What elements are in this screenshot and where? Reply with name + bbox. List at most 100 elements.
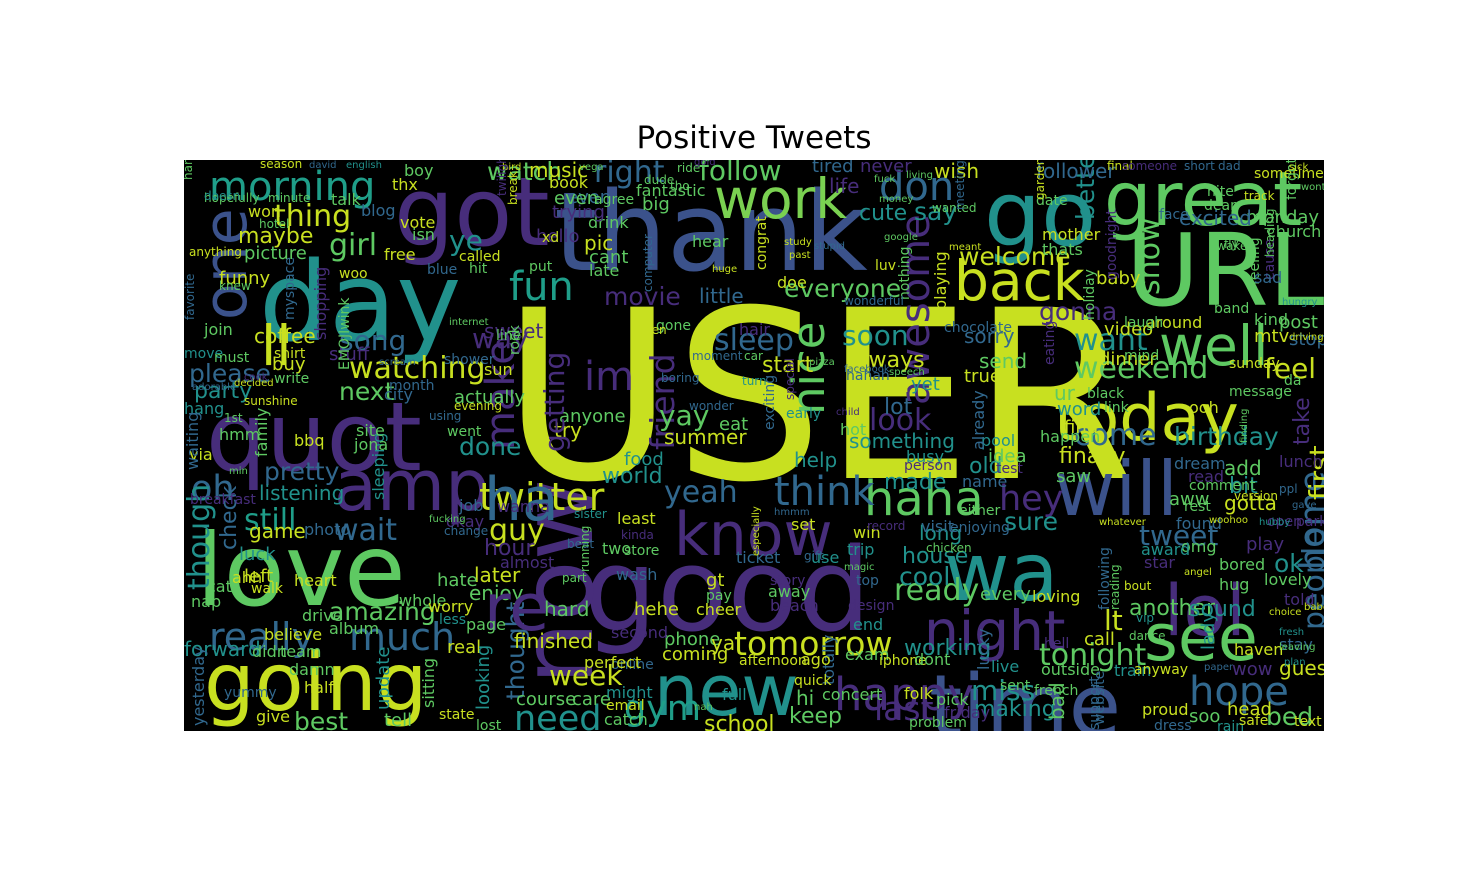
cloud-word-word: word: [1057, 399, 1101, 420]
cloud-word-aww: aww: [1169, 489, 1209, 510]
cloud-word-getting: getting: [538, 352, 571, 452]
cloud-word-tonight: tonight: [1039, 638, 1147, 673]
cloud-word-awake: awake: [1209, 239, 1247, 253]
cloud-word-break: break: [506, 171, 520, 205]
cloud-word-coming: coming: [662, 644, 728, 665]
cloud-word-minute: minute: [268, 191, 310, 205]
cloud-word-lol: lol: [1164, 570, 1246, 652]
cloud-word-whatever: whatever: [1099, 517, 1147, 528]
cloud-word-new: new: [654, 650, 799, 731]
cloud-word-vega: vega: [579, 162, 604, 173]
cloud-word-david: david: [309, 160, 337, 171]
cloud-word-yay: yay: [659, 399, 709, 432]
cloud-word-sure: sure: [1004, 507, 1058, 536]
cloud-word-sometime: sometime: [1254, 166, 1324, 182]
cloud-word-mind: mind: [1124, 348, 1159, 364]
cloud-word-working: working: [904, 636, 991, 661]
cloud-word-less: less: [439, 612, 466, 628]
cloud-word-music: music: [529, 160, 588, 182]
cloud-word-black: black: [1087, 386, 1125, 402]
cloud-word-one: one: [191, 208, 261, 320]
cloud-word-link: link: [1104, 400, 1130, 416]
cloud-word-website: website: [1092, 671, 1108, 725]
cloud-word-still: still: [244, 503, 296, 538]
cloud-word-talk: talk: [331, 190, 362, 209]
cloud-word-wanna: wanna: [497, 497, 550, 516]
cloud-word-busy: busy: [906, 447, 944, 466]
cloud-word-walk: walk: [251, 581, 284, 597]
cloud-word-guy: guy: [489, 513, 545, 548]
cloud-word-trying: trying: [552, 202, 605, 223]
cloud-word-think: think: [774, 469, 876, 515]
cloud-word-long: long: [919, 521, 962, 545]
cloud-word-making: making: [974, 697, 1056, 722]
cloud-word-ready: ready: [894, 573, 979, 608]
cloud-word-perfect: perfect: [584, 653, 641, 672]
cloud-word-beat: beat: [567, 537, 594, 551]
cloud-word-doe: doe: [777, 273, 807, 292]
cloud-word-sun: sun: [484, 360, 513, 379]
cloud-word-awesome: awesome: [893, 214, 939, 405]
cloud-word-track: track: [1244, 189, 1275, 203]
cloud-word-re: re: [484, 571, 549, 646]
cloud-word-amazing: amazing: [329, 597, 436, 626]
cloud-word-dad: dad: [1218, 160, 1241, 173]
cloud-word-congrat: congrat: [754, 216, 770, 270]
cloud-word-win: win: [853, 523, 881, 542]
cloud-word-yet: yet: [911, 374, 940, 395]
cloud-word-dream: dream: [1174, 454, 1226, 473]
cloud-word-text: text: [1294, 714, 1322, 730]
cloud-word-book: book: [549, 173, 589, 192]
cloud-word-date: date: [1036, 193, 1068, 209]
cloud-word-boy: boy: [404, 161, 433, 180]
cloud-word-ok: ok: [1274, 549, 1304, 578]
cloud-word-add: add: [1224, 456, 1262, 480]
cloud-word-fun: fun: [509, 264, 574, 310]
cloud-word-kind: kind: [1254, 310, 1288, 329]
cloud-word-little: little: [699, 284, 744, 308]
cloud-word-start: start: [762, 353, 814, 378]
cloud-word-welcome: welcome: [959, 242, 1071, 271]
cloud-word-never: never: [860, 160, 912, 177]
cloud-word-watching: watching: [349, 351, 486, 386]
cloud-word-shower: shower: [444, 352, 495, 368]
cloud-word-people: people: [1297, 528, 1324, 630]
cloud-word-though: though: [184, 484, 217, 590]
cloud-word-hopefully: hopefully: [204, 191, 260, 205]
cloud-word-breakfast: breakfast: [190, 492, 256, 508]
cloud-word-version: version: [1234, 489, 1278, 503]
cloud-word-great: great: [1104, 160, 1302, 243]
cloud-word-message: message: [1229, 384, 1292, 400]
cloud-word-wonderful: wonderful: [844, 294, 904, 308]
cloud-word-trip: trip: [847, 540, 874, 559]
cloud-word-read: read: [1188, 467, 1224, 486]
cloud-word-bed: bed: [1266, 702, 1313, 731]
cloud-word-fucking: fucking: [429, 514, 466, 525]
cloud-word-see: see: [1144, 601, 1258, 676]
cloud-word-lucky: lucky: [974, 628, 993, 670]
cloud-word-use: use: [811, 548, 839, 567]
cloud-word-told: told: [1284, 590, 1315, 609]
cloud-word-actually: actually: [454, 387, 525, 408]
cloud-word-called: called: [459, 249, 501, 265]
cloud-word-dance: dance: [1129, 629, 1166, 643]
cloud-word-hope: hope: [1189, 669, 1289, 715]
cloud-word-totally: totally: [819, 635, 838, 686]
cloud-word-want: want: [1074, 323, 1148, 358]
cloud-word-proud: proud: [1142, 700, 1188, 719]
cloud-word-angel: angel: [1184, 567, 1212, 578]
cloud-word-open: open: [1267, 514, 1302, 530]
cloud-word-tweet: tweet: [1139, 519, 1218, 552]
cloud-word-big: big: [642, 194, 670, 215]
cloud-word-internet: internet: [449, 317, 489, 328]
cloud-word-least: least: [617, 509, 656, 528]
cloud-word-state: state: [439, 707, 474, 723]
cloud-word-write: write: [274, 371, 309, 387]
cloud-word-top: top: [856, 573, 879, 589]
cloud-word-agree: agree: [594, 192, 634, 208]
cloud-word-gave: gave: [1292, 500, 1317, 511]
cloud-word-happen: happen: [1040, 427, 1100, 446]
cloud-word-sunshine: sunshine: [244, 394, 298, 408]
cloud-word-anyone: anyone: [559, 406, 626, 427]
cloud-word-cant: cant: [589, 247, 628, 268]
